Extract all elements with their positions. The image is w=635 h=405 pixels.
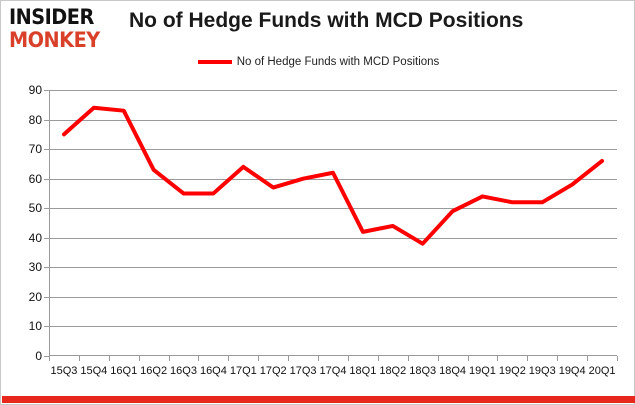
y-axis-tick-mark	[44, 208, 49, 210]
x-axis-tick-mark	[527, 356, 529, 361]
x-axis-tick-mark	[108, 356, 110, 361]
gridline	[49, 119, 617, 121]
x-axis-tick-label: 15Q4	[80, 365, 108, 377]
gridline	[49, 237, 617, 239]
x-axis-tick-label: 17Q4	[319, 365, 347, 377]
x-axis-tick-mark	[407, 356, 409, 361]
x-axis-tick-label: 16Q4	[199, 365, 227, 377]
y-axis-tick-label: 10	[28, 319, 42, 334]
y-axis-tick-mark	[44, 90, 49, 91]
logo-line-2: MONKEY	[9, 28, 100, 52]
y-axis-tick-label: 50	[28, 201, 42, 216]
x-axis-tick-label: 19Q4	[558, 365, 586, 377]
y-axis-tick-label: 0	[35, 349, 42, 363]
x-axis-tick-label: 18Q1	[349, 365, 377, 377]
x-axis-tick-mark	[258, 356, 260, 361]
x-axis-tick-mark	[587, 356, 589, 361]
y-axis-tick-mark	[44, 149, 49, 151]
x-axis-tick-label: 16Q2	[140, 365, 168, 377]
gridline	[49, 149, 617, 151]
y-axis-tick-label: 80	[28, 112, 42, 127]
y-axis-tick-mark	[44, 119, 49, 121]
x-axis-tick-label: 19Q1	[469, 365, 496, 377]
page-title: No of Hedge Funds with MCD Positions	[129, 9, 524, 32]
x-axis-tick-mark	[288, 356, 290, 361]
y-axis-tick-mark	[44, 178, 49, 180]
x-axis-tick-label: 17Q3	[289, 365, 317, 377]
chart-legend: No of Hedge Funds with MCD Positions	[1, 56, 635, 68]
x-axis-tick-label: 20Q1	[588, 365, 616, 377]
plot-area: 0 10 20 30 40 50 60 70 80 90 15Q3 15Q4 16Q1 16Q2 16Q3…	[29, 83, 618, 377]
y-axis-tick-label: 40	[28, 230, 42, 245]
x-axis-tick-mark	[437, 356, 439, 361]
legend-color-swatch	[197, 60, 232, 64]
y-axis-tick-label: 90	[28, 83, 42, 97]
legend-label: No of Hedge Funds with MCD Positions	[236, 56, 440, 68]
x-axis-tick-label: 18Q2	[379, 365, 407, 377]
series-polyline	[61, 105, 605, 246]
x-axis-tick-mark	[557, 356, 559, 361]
bottom-accent-bar	[2, 396, 635, 403]
series-line-no-of-hedge-funds-with-mcd-positions	[61, 105, 605, 246]
x-axis-tick-label: 18Q4	[439, 365, 467, 377]
x-axis-tick-label: 19Q2	[498, 365, 526, 377]
x-axis-tick-mark	[78, 356, 80, 361]
x-axis-tick-mark	[138, 356, 140, 361]
y-axis-tick-mark	[44, 267, 49, 269]
x-axis-tick-mark	[228, 356, 230, 361]
x-axis-tick-mark	[198, 356, 200, 361]
x-axis-tick-mark	[497, 356, 499, 361]
x-axis-tick-label: 17Q2	[259, 365, 287, 377]
y-axis-tick-mark	[44, 296, 49, 298]
gridline	[49, 326, 617, 328]
gridline	[49, 208, 617, 210]
x-axis-tick-mark	[318, 356, 320, 361]
gridline	[49, 178, 617, 180]
x-axis-tick-mark	[377, 356, 379, 361]
y-axis-tick-mark	[44, 326, 49, 328]
y-axis-tick-label: 70	[28, 142, 42, 157]
x-axis-tick-label: 16Q3	[170, 365, 197, 377]
gridline	[49, 267, 617, 269]
y-axis-tick-label: 20	[28, 289, 42, 304]
x-axis-tick-mark	[347, 356, 349, 361]
y-axis-tick-label: 60	[28, 171, 42, 186]
x-axis-tick-label: 17Q1	[229, 365, 257, 377]
y-axis-tick-mark	[44, 237, 49, 239]
x-axis-tick-label: 18Q3	[409, 365, 437, 377]
insider-monkey-logo: INSIDER MONKEY	[9, 5, 117, 52]
logo-line-1: INSIDER	[9, 5, 94, 29]
y-axis-tick-label: 30	[28, 260, 42, 275]
x-axis-tick-label: 19Q3	[528, 365, 556, 377]
x-axis-tick-label: 15Q3	[50, 365, 78, 377]
x-axis-tick-mark	[467, 356, 469, 361]
x-axis-tick-label: 16Q1	[110, 365, 138, 377]
gridline	[49, 90, 617, 91]
x-axis-tick-mark	[168, 356, 170, 361]
x-axis-tick-mark	[617, 356, 618, 361]
chart-header: INSIDER MONKEY No of Hedge Funds with MC…	[1, 1, 635, 52]
x-axis-tick-mark	[49, 356, 50, 361]
gridline	[49, 296, 617, 298]
y-axis-tick-mark	[44, 356, 49, 357]
plot-frame	[49, 90, 617, 356]
